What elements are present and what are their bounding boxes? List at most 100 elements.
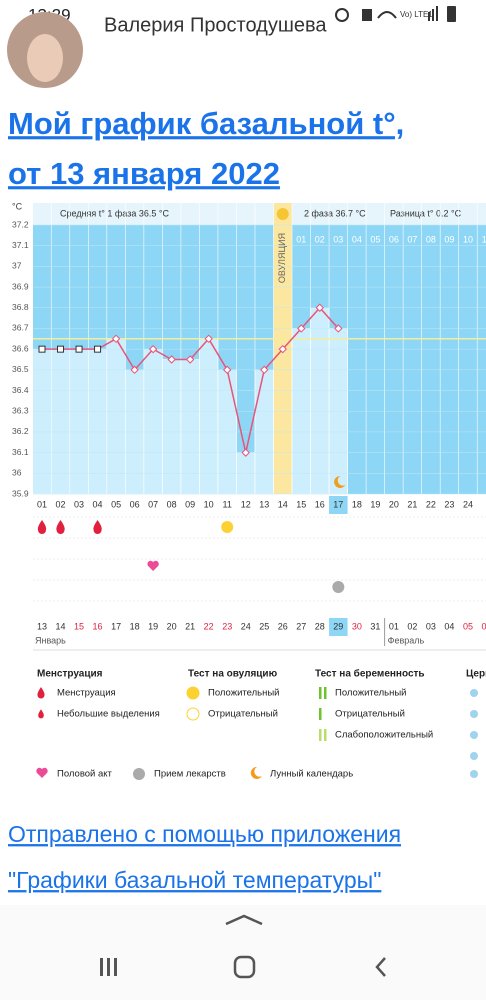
cycle-day-label: 23	[444, 499, 454, 509]
cycle-day-label: 10	[204, 499, 214, 509]
legend-title: Цервикальная слизь	[466, 669, 486, 680]
footer-link[interactable]: "Графики базальной температуры"	[8, 867, 381, 893]
date-label: 30	[352, 621, 362, 631]
date-label: 06	[481, 621, 486, 631]
cycle-day-label: 06	[130, 499, 140, 509]
date-label: 15	[74, 621, 84, 631]
y-tick-label: 36.9	[12, 281, 29, 291]
legend-icon	[319, 729, 322, 741]
ovulation-label: ОВУЛЯЦИЯ	[277, 233, 287, 283]
legend-item: Половой акт	[57, 769, 113, 780]
nav-chevron[interactable]	[225, 914, 263, 926]
phase2-label: 2 фаза 36.7 °C	[304, 208, 366, 218]
nav-recent[interactable]	[100, 958, 117, 976]
cycle-day-label: 20	[389, 499, 399, 509]
cycle-day-label: 22	[426, 499, 436, 509]
legend-icon	[186, 707, 200, 721]
cycle-day-label: 17	[333, 499, 343, 509]
legend-title: Тест на беременность	[315, 668, 425, 680]
temp-column	[51, 348, 71, 495]
date-label: 03	[426, 621, 436, 631]
temp-column	[180, 359, 200, 495]
cycle-day-label: 18	[352, 499, 362, 509]
y-tick-label: 36.5	[12, 364, 29, 374]
date-label: 14	[56, 621, 66, 631]
cycle-day-label: 12	[241, 499, 251, 509]
legend-item: Лунный календарь	[270, 769, 353, 780]
diff-label: Разница t° 0.2 °C	[390, 208, 462, 218]
y-tick-label: 37.1	[12, 240, 29, 250]
legend-item: Небольшие выделения	[57, 709, 160, 720]
temp-point	[297, 324, 306, 333]
month-label: Январь	[35, 635, 66, 645]
temp-column	[162, 359, 182, 495]
cycle-day-label: 14	[278, 499, 288, 509]
cycle-day-label: 05	[111, 499, 121, 509]
cycle-day-label: 15	[296, 499, 306, 509]
date-label: 04	[444, 621, 454, 631]
today-date-highlight	[329, 618, 348, 636]
cycle-day-label: 21	[407, 499, 417, 509]
temp-point	[167, 355, 176, 364]
y-tick-label: 37.2	[12, 219, 29, 229]
temp-point	[334, 324, 343, 333]
post-title[interactable]: Мой график базальной t°,	[8, 106, 404, 141]
luteal-day-label: 09	[444, 234, 454, 244]
temp-column	[143, 348, 163, 495]
temp-column	[106, 338, 126, 495]
moon-mark	[334, 475, 346, 488]
date-label: 13	[37, 621, 47, 631]
legend-item: Положительный	[208, 688, 279, 699]
legend-icon	[324, 687, 327, 699]
cycle-day-label: 16	[315, 499, 325, 509]
temp-point	[130, 365, 139, 375]
nav-back[interactable]	[375, 957, 386, 977]
temp-column	[69, 348, 89, 495]
temp-point	[94, 345, 102, 353]
month-label: Февраль	[388, 635, 425, 645]
y-tick-label: 35.9	[12, 488, 29, 498]
menstruation-mark	[37, 520, 47, 534]
temp-point	[278, 344, 287, 354]
date-label: 01	[389, 621, 399, 631]
legend-icon	[470, 689, 478, 697]
author-name[interactable]: Валерия Простодушева	[104, 14, 327, 36]
chart: °C Средняя t° 1 фаза 36.5 °C 2 фаза 36.7 °…	[0, 197, 486, 791]
date-label: 24	[241, 621, 251, 631]
medication-mark	[332, 581, 345, 593]
cycle-day-label: 01	[37, 499, 47, 509]
legend-item: Положительный	[335, 688, 406, 699]
legend-icon	[319, 687, 322, 699]
cycle-day-label: 13	[259, 499, 269, 509]
date-label: 28	[315, 621, 325, 631]
y-tick-label: 36.4	[12, 385, 29, 395]
luteal-day-label: 05	[370, 234, 380, 244]
cycle-day-label: 02	[56, 499, 66, 509]
temp-point	[204, 334, 213, 344]
y-tick-label: 37	[12, 261, 22, 271]
ovulation-test-mark	[221, 521, 234, 533]
date-label: 20	[167, 621, 177, 631]
nav-home[interactable]	[233, 955, 256, 979]
cycle-day-label: 09	[185, 499, 195, 509]
temp-column	[310, 307, 330, 495]
intercourse-mark	[147, 560, 159, 571]
footer-link[interactable]: Отправлено с помощью приложения	[8, 821, 401, 847]
temp-point	[111, 334, 121, 344]
legend-item: Отрицательный	[335, 709, 405, 720]
temp-point	[185, 355, 195, 364]
post-title[interactable]: от 13 января 2022	[8, 156, 280, 191]
avatar-face	[27, 34, 63, 82]
cycle-day-label: 11	[223, 499, 232, 509]
temp-column	[32, 348, 52, 495]
cycle-day-label: 04	[93, 499, 103, 509]
temp-point	[75, 345, 83, 353]
temp-point	[148, 344, 158, 354]
date-label: 16	[93, 621, 103, 631]
date-label: 17	[111, 621, 121, 631]
legend-icon	[250, 766, 262, 779]
luteal-day-label: 08	[426, 234, 436, 244]
y-tick-label: 36.7	[12, 323, 29, 333]
temp-point	[241, 448, 250, 457]
